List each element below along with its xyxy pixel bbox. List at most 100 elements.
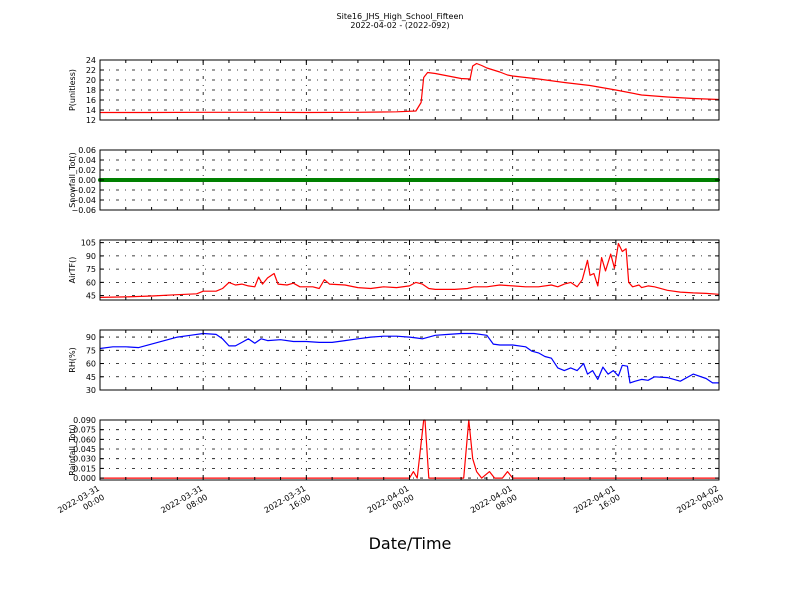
snowfall-data-point bbox=[575, 178, 579, 182]
y-tick-label: 30 bbox=[86, 386, 96, 395]
snowfall-data-point bbox=[437, 178, 441, 182]
snowfall-data-point bbox=[158, 178, 162, 182]
y-tick-label: 60 bbox=[86, 360, 96, 369]
snowfall-data-point bbox=[380, 178, 384, 182]
snowfall-data-point bbox=[500, 178, 504, 182]
snowfall-data-point bbox=[383, 178, 387, 182]
snowfall-data-point bbox=[581, 178, 585, 182]
snowfall-data-point bbox=[482, 178, 486, 182]
snowfall-data-point bbox=[392, 178, 396, 182]
snowfall-data-point bbox=[275, 178, 279, 182]
snowfall-data-point bbox=[626, 178, 630, 182]
y-tick-label: 20 bbox=[86, 76, 96, 85]
snowfall-data-point bbox=[284, 178, 288, 182]
snowfall-data-point bbox=[230, 178, 234, 182]
snowfall-data-point bbox=[491, 178, 495, 182]
snowfall-data-point bbox=[677, 178, 681, 182]
snowfall-data-point bbox=[647, 178, 651, 182]
y-axis-label: Snowfall_Tot() bbox=[68, 152, 77, 208]
snowfall-data-point bbox=[410, 178, 414, 182]
x-tick-label: 2022-03-3116:00 bbox=[263, 484, 313, 524]
snowfall-data-point bbox=[407, 178, 411, 182]
snowfall-data-point bbox=[323, 178, 327, 182]
snowfall-data-point bbox=[365, 178, 369, 182]
snowfall-data-point bbox=[443, 178, 447, 182]
snowfall-data-point bbox=[458, 178, 462, 182]
snowfall-data-point bbox=[629, 178, 633, 182]
snowfall-data-point bbox=[509, 178, 513, 182]
snowfall-data-point bbox=[164, 178, 168, 182]
y-tick-label: 45 bbox=[86, 373, 96, 382]
snowfall-data-point bbox=[395, 178, 399, 182]
snowfall-data-point bbox=[494, 178, 498, 182]
snowfall-data-point bbox=[536, 178, 540, 182]
snowfall-data-point bbox=[545, 178, 549, 182]
snowfall-data-point bbox=[554, 178, 558, 182]
snowfall-data-point bbox=[461, 178, 465, 182]
snowfall-data-point bbox=[674, 178, 678, 182]
x-tick-label: 2022-04-0108:00 bbox=[469, 484, 519, 524]
snowfall-data-point bbox=[215, 178, 219, 182]
snowfall-data-point bbox=[233, 178, 237, 182]
snowfall-data-point bbox=[401, 178, 405, 182]
chart-title: Site16_JHS_High_School_Fifteen bbox=[336, 12, 464, 21]
snowfall-data-point bbox=[236, 178, 240, 182]
snowfall-data-point bbox=[611, 178, 615, 182]
y-tick-label: 0.00 bbox=[78, 176, 96, 185]
snowfall-data-point bbox=[452, 178, 456, 182]
snowfall-data-point bbox=[689, 178, 693, 182]
snowfall-data-point bbox=[608, 178, 612, 182]
y-tick-label: 24 bbox=[86, 56, 96, 65]
snowfall-data-point bbox=[659, 178, 663, 182]
snowfall-data-point bbox=[278, 178, 282, 182]
snowfall-data-point bbox=[557, 178, 561, 182]
snowfall-data-point bbox=[515, 178, 519, 182]
y-tick-label: 90 bbox=[86, 333, 96, 342]
snowfall-data-point bbox=[191, 178, 195, 182]
snowfall-data-point bbox=[224, 178, 228, 182]
y-tick-label: 90 bbox=[86, 252, 96, 261]
snowfall-data-point bbox=[656, 178, 660, 182]
snowfall-data-point bbox=[116, 178, 120, 182]
snowfall-data-point bbox=[635, 178, 639, 182]
snowfall-data-point bbox=[368, 178, 372, 182]
snowfall-data-point bbox=[143, 178, 147, 182]
snowfall-data-point bbox=[488, 178, 492, 182]
snowfall-data-point bbox=[518, 178, 522, 182]
snowfall-data-point bbox=[356, 178, 360, 182]
snowfall-data-point bbox=[245, 178, 249, 182]
snowfall-data-point bbox=[350, 178, 354, 182]
y-axis-label: Rainfall_Tot() bbox=[68, 424, 77, 476]
snowfall-data-point bbox=[212, 178, 216, 182]
snowfall-data-point bbox=[389, 178, 393, 182]
snowfall-data-point bbox=[257, 178, 261, 182]
snowfall-data-point bbox=[206, 178, 210, 182]
snowfall-data-point bbox=[710, 178, 714, 182]
x-tick-label: 2022-04-0200:00 bbox=[675, 484, 725, 524]
y-tick-label: 75 bbox=[86, 265, 96, 274]
snowfall-data-point bbox=[263, 178, 267, 182]
snowfall-data-point bbox=[398, 178, 402, 182]
snowfall-data-point bbox=[485, 178, 489, 182]
snowfall-data-point bbox=[107, 178, 111, 182]
y-tick-label: 0.060 bbox=[73, 435, 96, 444]
snowfall-data-point bbox=[413, 178, 417, 182]
y-tick-label: 0.045 bbox=[73, 445, 96, 454]
snowfall-data-point bbox=[200, 178, 204, 182]
snowfall-data-point bbox=[311, 178, 315, 182]
snowfall-data-point bbox=[185, 178, 189, 182]
snowfall-data-point bbox=[155, 178, 159, 182]
snowfall-data-point bbox=[272, 178, 276, 182]
snowfall-data-point bbox=[542, 178, 546, 182]
snowfall-data-point bbox=[134, 178, 138, 182]
x-tick-label: 2022-03-3108:00 bbox=[159, 484, 209, 524]
x-axis-label: Date/Time bbox=[368, 534, 452, 553]
snowfall-data-point bbox=[470, 178, 474, 182]
snowfall-data-point bbox=[530, 178, 534, 182]
snowfall-data-point bbox=[590, 178, 594, 182]
snowfall-data-point bbox=[641, 178, 645, 182]
snowfall-data-point bbox=[113, 178, 117, 182]
snowfall-data-point bbox=[506, 178, 510, 182]
y-tick-label: 18 bbox=[86, 86, 96, 95]
x-tick-label: 2022-04-0100:00 bbox=[366, 484, 416, 524]
